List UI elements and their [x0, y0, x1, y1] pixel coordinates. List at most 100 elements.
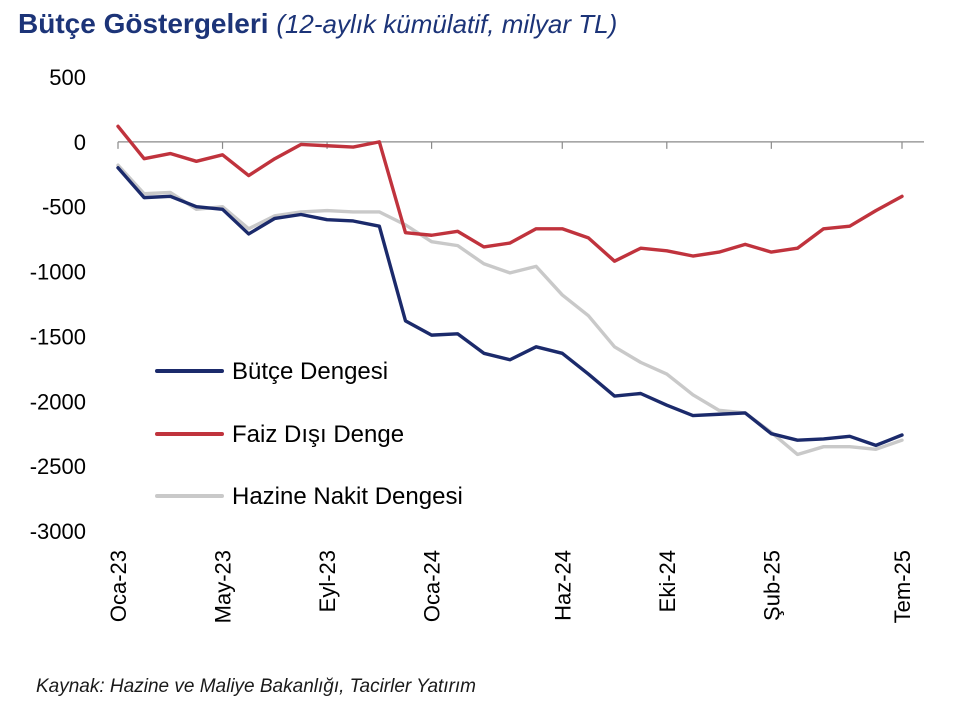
data-point: [456, 332, 460, 336]
series-line-2: [116, 163, 904, 457]
data-point: [325, 218, 329, 222]
data-point: [403, 231, 407, 235]
data-point: [351, 210, 355, 214]
data-point: [639, 246, 643, 250]
y-tick-label: -500: [42, 195, 86, 220]
data-point: [247, 232, 251, 236]
chart-title-main: Bütçe Göstergeleri: [18, 8, 269, 39]
data-point: [665, 403, 669, 407]
data-point: [456, 229, 460, 233]
data-point: [168, 152, 172, 156]
source-note: Kaynak: Hazine ve Maliye Bakanlığı, Taci…: [36, 676, 477, 697]
data-point: [116, 166, 120, 170]
data-point: [691, 414, 695, 418]
chart-title-subtitle: (12-aylık kümülatif, milyar TL): [276, 9, 618, 39]
data-point: [874, 209, 878, 213]
series-layer: [116, 124, 904, 457]
chart-title: Bütçe Göstergeleri (12-aylık kümülatif, …: [18, 8, 617, 40]
data-point: [900, 438, 904, 442]
data-point: [351, 145, 355, 149]
x-tick-label: Eyl-23: [315, 550, 340, 612]
chart-area: 500 0 -500 -1000 -1500 -2000 -2500 -3000 Oca-23…: [30, 65, 924, 623]
data-point: [613, 259, 617, 263]
data-point: [560, 293, 564, 297]
data-point: [351, 219, 355, 223]
data-point: [717, 250, 721, 254]
data-point: [848, 445, 852, 449]
data-point: [508, 358, 512, 362]
data-point: [822, 445, 826, 449]
data-point: [717, 412, 721, 416]
x-tick-label: Oca-23: [106, 550, 131, 622]
data-point: [273, 157, 277, 161]
data-point: [848, 224, 852, 228]
data-point: [586, 314, 590, 318]
x-tick-label: Oca-24: [420, 550, 445, 622]
legend-label: Faiz Dışı Denge: [232, 421, 404, 448]
x-tick-label: Tem-25: [890, 550, 915, 623]
data-point: [691, 254, 695, 258]
data-point: [377, 224, 381, 228]
data-point: [116, 124, 120, 128]
x-axis: Oca-23 May-23 Eyl-23 Oca-24 Haz-24 Eki-24 Şub-…: [106, 141, 924, 623]
data-point: [639, 360, 643, 364]
data-point: [534, 345, 538, 349]
data-point: [586, 372, 590, 376]
data-point: [430, 233, 434, 237]
data-point: [769, 250, 773, 254]
data-point: [377, 140, 381, 144]
data-point: [560, 351, 564, 355]
data-point: [769, 432, 773, 436]
data-point: [299, 213, 303, 217]
data-point: [247, 174, 251, 178]
y-tick-label: -3000: [30, 519, 86, 544]
data-point: [613, 345, 617, 349]
series-points-0: [116, 166, 904, 448]
data-point: [482, 351, 486, 355]
data-point: [743, 411, 747, 415]
data-point: [273, 216, 277, 220]
data-point: [430, 240, 434, 244]
data-point: [795, 452, 799, 456]
y-tick-label: -2500: [30, 454, 86, 479]
data-point: [665, 249, 669, 253]
legend: Bütçe Dengesi Faiz Dışı Denge Hazine Nakit…: [155, 358, 463, 510]
y-tick-label: -2000: [30, 389, 86, 414]
data-point: [900, 433, 904, 437]
data-point: [168, 190, 172, 194]
data-point: [482, 262, 486, 266]
data-point: [430, 333, 434, 337]
data-point: [795, 246, 799, 250]
data-point: [639, 392, 643, 396]
data-point: [482, 245, 486, 249]
legend-label: Hazine Nakit Dengesi: [232, 483, 463, 510]
y-tick-label: 500: [49, 65, 86, 90]
data-point: [142, 196, 146, 200]
data-point: [403, 319, 407, 323]
data-point: [586, 236, 590, 240]
data-point: [874, 447, 878, 451]
y-tick-label: -1000: [30, 260, 86, 285]
data-point: [508, 241, 512, 245]
legend-label: Bütçe Dengesi: [232, 358, 388, 385]
data-point: [456, 244, 460, 248]
data-point: [691, 393, 695, 397]
data-point: [848, 434, 852, 438]
data-point: [743, 242, 747, 246]
data-point: [665, 372, 669, 376]
series-line-0: [116, 166, 904, 448]
data-point: [822, 437, 826, 441]
data-point: [221, 153, 225, 157]
data-point: [299, 142, 303, 146]
data-point: [874, 443, 878, 447]
x-tick-label: Eki-24: [655, 550, 680, 612]
data-point: [560, 227, 564, 231]
data-point: [221, 207, 225, 211]
data-point: [194, 205, 198, 209]
data-point: [508, 271, 512, 275]
data-point: [795, 438, 799, 442]
data-point: [168, 194, 172, 198]
data-point: [142, 157, 146, 161]
data-point: [534, 264, 538, 268]
data-point: [194, 159, 198, 163]
